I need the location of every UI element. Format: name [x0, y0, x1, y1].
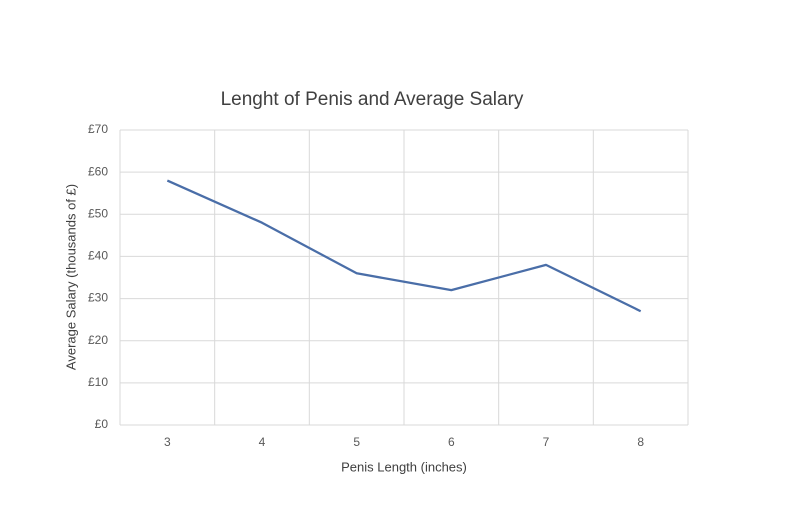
chart-title: Lenght of Penis and Average Salary	[221, 89, 524, 110]
y-tick-label: £30	[88, 291, 108, 305]
y-tick-label: £70	[88, 122, 108, 136]
y-tick-label: £50	[88, 206, 108, 220]
x-tick-label: 5	[353, 435, 360, 449]
y-axis-title: Average Salary (thousands of £)	[63, 184, 78, 370]
x-tick-label: 3	[164, 435, 171, 449]
y-tick-label: £20	[88, 333, 108, 347]
y-tick-label: £10	[88, 375, 108, 389]
x-axis-title: Penis Length (inches)	[341, 459, 467, 474]
y-tick-label: £40	[88, 249, 108, 263]
x-tick-label: 6	[448, 435, 455, 449]
x-tick-label: 7	[543, 435, 550, 449]
x-tick-label: 8	[637, 435, 644, 449]
x-tick-label: 4	[259, 435, 266, 449]
line-series	[166, 179, 642, 313]
y-tick-label: £0	[95, 417, 109, 431]
y-tick-label: £60	[88, 164, 108, 178]
